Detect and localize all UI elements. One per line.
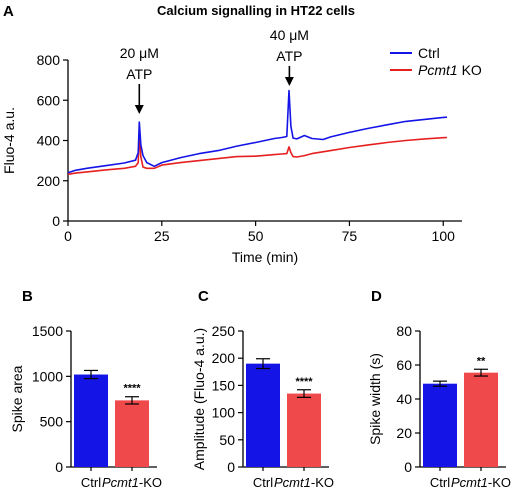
panel-label-c: C (198, 288, 209, 305)
annotation-concentration: 20 μM (120, 45, 159, 61)
y-tick-label: 200 (37, 173, 61, 189)
y-tick-label: 1000 (32, 368, 63, 384)
series-line-ko (67, 133, 448, 176)
x-tick-label: 0 (64, 228, 72, 244)
legend-label-ctrl: Ctrl (418, 45, 440, 61)
x-tick-label-ctrl: Ctrl (81, 475, 101, 490)
panel-b-bar-chart: 0 500 1000 1500 Spike area Ctrl Pcmt1-KO **** (9, 323, 162, 490)
y-tick-label: 600 (37, 92, 61, 108)
annotation-concentration: 40 μM (270, 27, 309, 43)
y-tick-label: 80 (396, 323, 412, 339)
series-line-ctrl (67, 89, 448, 174)
y-tick-label: 200 (212, 350, 236, 366)
y-tick-label: 100 (212, 405, 236, 421)
figure-title: Calcium signalling in HT22 cells (157, 3, 355, 18)
y-tick-label: 150 (212, 377, 236, 393)
panel-label-b: B (22, 288, 33, 305)
y-axis-label: Spike width (s) (367, 353, 383, 445)
y-tick-label: 400 (37, 133, 61, 149)
x-tick-label: 75 (342, 228, 358, 244)
panel-label-d: D (371, 288, 382, 305)
y-tick-label: 40 (396, 391, 412, 407)
bar-ko (287, 393, 321, 467)
x-tick-label-ko: Pcmt1-KO (102, 475, 162, 490)
x-tick-label: 50 (248, 228, 264, 244)
x-axis-label: Time (min) (232, 249, 298, 265)
x-tick-label: 25 (154, 228, 170, 244)
significance-label: ** (477, 355, 486, 367)
legend-label-ko: Pcmt1 KO (418, 62, 482, 78)
annotation-atp: ATP (276, 48, 302, 64)
y-tick-label: 0 (227, 459, 235, 475)
y-axis-label: Spike area (9, 365, 25, 432)
y-tick-label: 20 (396, 425, 412, 441)
y-tick-label: 250 (212, 323, 236, 339)
x-tick-label-ko: Pcmt1-KO (274, 475, 334, 490)
panel-label-a: A (3, 3, 14, 20)
bar-ctrl (74, 374, 108, 467)
annotation-arrow-head (284, 77, 294, 86)
y-tick-label: 0 (52, 213, 60, 229)
significance-label: **** (123, 383, 141, 395)
bar-ctrl (246, 363, 280, 467)
y-tick-label: 1500 (32, 323, 63, 339)
bar-ctrl (423, 383, 457, 467)
y-tick-label: 60 (396, 357, 412, 373)
y-tick-label: 800 (37, 52, 61, 68)
bar-ko (115, 400, 149, 467)
y-tick-label: 0 (404, 459, 412, 475)
x-tick-label-ctrl: Ctrl (430, 475, 450, 490)
y-tick-label: 500 (40, 414, 64, 430)
y-tick-label: 0 (55, 459, 63, 475)
x-tick-label-ko: Pcmt1-KO (451, 475, 511, 490)
panel-a-line-chart: 0 200 400 600 800 0 25 50 75 100 Time (min) Fluo-4 … (1, 27, 482, 265)
significance-label: **** (295, 376, 313, 388)
panel-d-bar-chart: 0 20 40 60 80 Spike width (s) Ctrl Pcmt1-KO ** (367, 323, 511, 490)
y-axis-label: Amplitude (Fluo-4 a.u.) (191, 328, 207, 470)
y-tick-label: 50 (219, 432, 235, 448)
bar-ko (464, 372, 498, 467)
annotation-atp: ATP (126, 66, 152, 82)
annotation-arrow-head (134, 105, 144, 114)
x-tick-label-ctrl: Ctrl (253, 475, 273, 490)
y-axis-label: Fluo-4 a.u. (1, 107, 17, 174)
panel-c-bar-chart: 0 50 100 150 200 250 Amplitude (Fluo-4 a.u.) Ct… (191, 323, 334, 490)
x-tick-label: 100 (432, 228, 456, 244)
